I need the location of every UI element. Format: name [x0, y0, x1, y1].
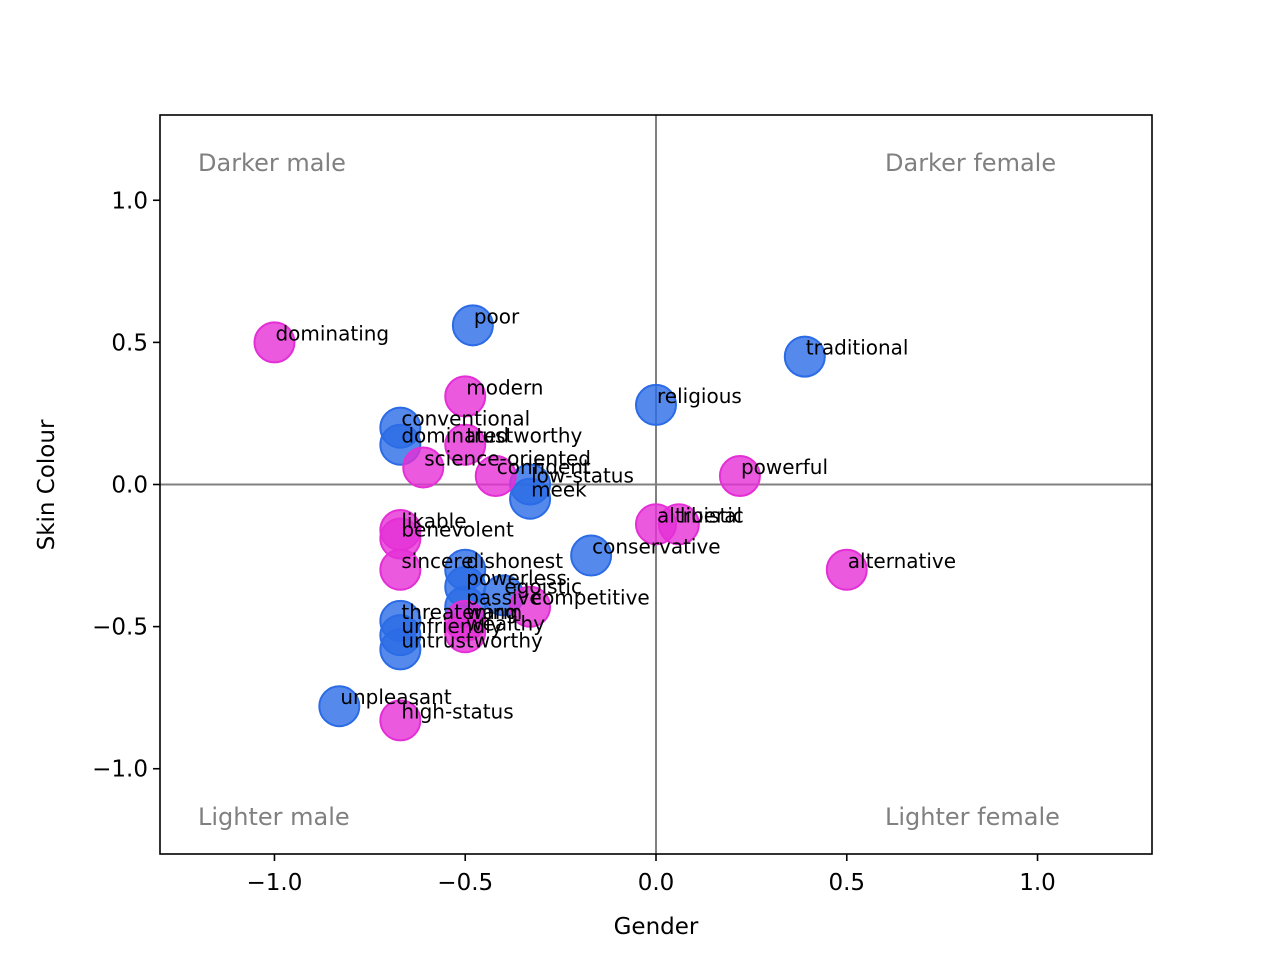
label-conservative: conservative [592, 535, 721, 559]
x-tick-label: −0.5 [437, 870, 493, 896]
quadrant-label-bottom-left: Lighter male [198, 803, 350, 831]
reference-lines [160, 115, 1152, 854]
point-poor [451, 304, 494, 347]
point-unpleasant [318, 685, 361, 728]
label-warm: warm [466, 600, 522, 624]
y-tick-label: 0.0 [111, 473, 148, 499]
x-tick-label: −1.0 [247, 870, 303, 896]
point-liberal [657, 503, 700, 546]
point-untrustworthy [379, 628, 422, 671]
quadrant-label-bottom-right: Lighter female [885, 803, 1060, 831]
label-egoistic: egoistic [504, 574, 582, 598]
label-high-status: high-status [401, 699, 513, 723]
point-meek [509, 477, 552, 520]
point-science-oriented [402, 446, 445, 489]
label-low-status: low-status [531, 464, 634, 488]
label-traditional: traditional [806, 336, 909, 360]
quadrant-label-top-right: Darker female [885, 149, 1056, 177]
x-tick-label: 1.0 [1019, 870, 1056, 896]
label-science-oriented: science-oriented [424, 446, 591, 470]
point-dominating [253, 321, 296, 364]
label-poor: poor [474, 304, 520, 328]
point-sincere [379, 548, 422, 591]
label-dominated: dominated [401, 424, 509, 448]
label-threatening: threatening [401, 600, 518, 624]
label-conventional: conventional [401, 407, 530, 431]
point-conservative [570, 534, 613, 577]
label-likable: likable [401, 509, 466, 533]
x-tick-label: 0.5 [828, 870, 865, 896]
quadrant-label-top-left: Darker male [198, 149, 346, 177]
y-axis-title: Skin Colour [34, 419, 60, 550]
label-benevolent: benevolent [401, 518, 514, 542]
label-untrustworthy: untrustworthy [401, 628, 543, 652]
label-wealthy: wealthy [466, 611, 545, 635]
point-alternative [825, 548, 868, 591]
label-trustworthy: trustworthy [466, 424, 582, 448]
point-competitive [509, 585, 552, 628]
label-liberal: liberal [680, 503, 742, 527]
label-competitive: competitive [531, 586, 650, 610]
label-sincere: sincere [401, 549, 473, 573]
y-tick-label: 0.5 [111, 330, 148, 356]
point-powerful [718, 454, 761, 497]
point-confident [474, 454, 517, 497]
data-labels: poortraditionalreligiousconventionaldomi… [275, 304, 956, 723]
x-axis-ticks: −1.0 −0.5 0.0 0.5 1.0 [247, 854, 1056, 896]
point-trustworthy [444, 423, 487, 466]
label-powerless: powerless [466, 566, 567, 590]
label-dominating: dominating [275, 321, 389, 345]
label-confident: confident [497, 455, 591, 479]
point-modern [444, 375, 487, 418]
y-axis-ticks: −1.0 −0.5 0.0 0.5 1.0 [92, 188, 160, 783]
label-dishonest: dishonest [466, 549, 563, 573]
label-religious: religious [657, 384, 742, 408]
y-tick-label: 1.0 [111, 188, 148, 214]
y-tick-label: −1.0 [92, 757, 148, 783]
point-wealthy [444, 611, 487, 654]
quadrant-labels: Darker male Darker female Lighter male L… [198, 149, 1060, 831]
data-points [253, 304, 868, 742]
point-traditional [783, 335, 826, 378]
label-unfriendly: unfriendly [401, 614, 502, 638]
label-altruistic: altruistic [657, 503, 744, 527]
label-powerful: powerful [741, 455, 828, 479]
label-alternative: alternative [848, 549, 956, 573]
label-modern: modern [466, 375, 543, 399]
label-passive: passive [466, 586, 542, 610]
y-tick-label: −0.5 [92, 615, 148, 641]
point-high-status [379, 699, 422, 742]
x-axis-title: Gender [614, 914, 699, 940]
label-meek: meek [531, 478, 587, 502]
x-tick-label: 0.0 [638, 870, 675, 896]
label-unpleasant: unpleasant [340, 685, 452, 709]
point-religious [635, 383, 677, 426]
